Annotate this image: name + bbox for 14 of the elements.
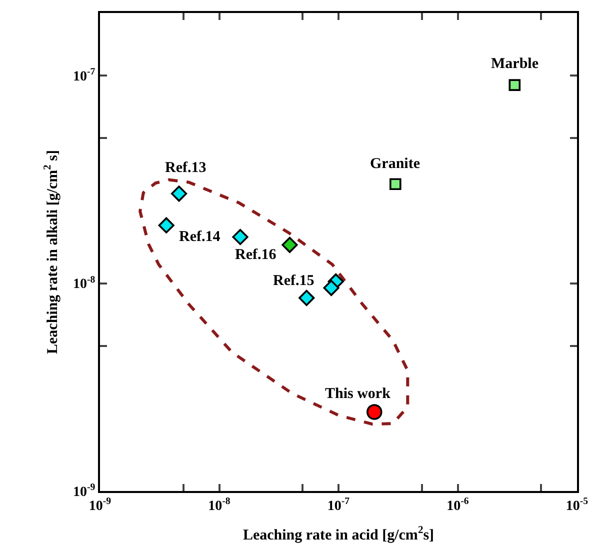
y-tick-label: 10$^{-8}$ (73, 274, 96, 292)
x-tick-label: 10$^{-6}$ (446, 496, 469, 514)
annotation: Ref.14 (179, 229, 221, 245)
annotation: Ref.15 (273, 273, 314, 289)
annotation: Granite (370, 156, 420, 172)
x-tick-label: 10$^{-8}$ (208, 496, 230, 514)
annotation: This work (325, 386, 392, 402)
annotation: Ref.16 (235, 247, 277, 263)
x-tick-label: 10$^{-7}$ (327, 496, 350, 514)
x-tick-label: 10$^{-5}$ (566, 496, 588, 514)
annotation: Marble (491, 56, 539, 72)
x-axis-title: Leaching rate in acid [g/cm$^{2}$s] (242, 525, 434, 544)
annotation: Ref.13 (165, 160, 206, 176)
y-tick-label: 10$^{-7}$ (73, 66, 96, 84)
